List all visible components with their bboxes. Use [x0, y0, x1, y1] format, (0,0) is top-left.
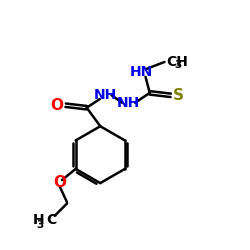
- Text: HN: HN: [130, 65, 153, 79]
- Text: 3: 3: [37, 220, 44, 230]
- Text: C: C: [46, 212, 56, 226]
- Text: S: S: [173, 88, 184, 103]
- Text: O: O: [53, 175, 66, 190]
- Text: CH: CH: [166, 55, 188, 69]
- Text: NH: NH: [117, 96, 140, 110]
- Text: NH: NH: [94, 88, 117, 102]
- Text: H: H: [32, 212, 44, 226]
- Text: O: O: [51, 98, 64, 113]
- Text: 3: 3: [174, 60, 181, 70]
